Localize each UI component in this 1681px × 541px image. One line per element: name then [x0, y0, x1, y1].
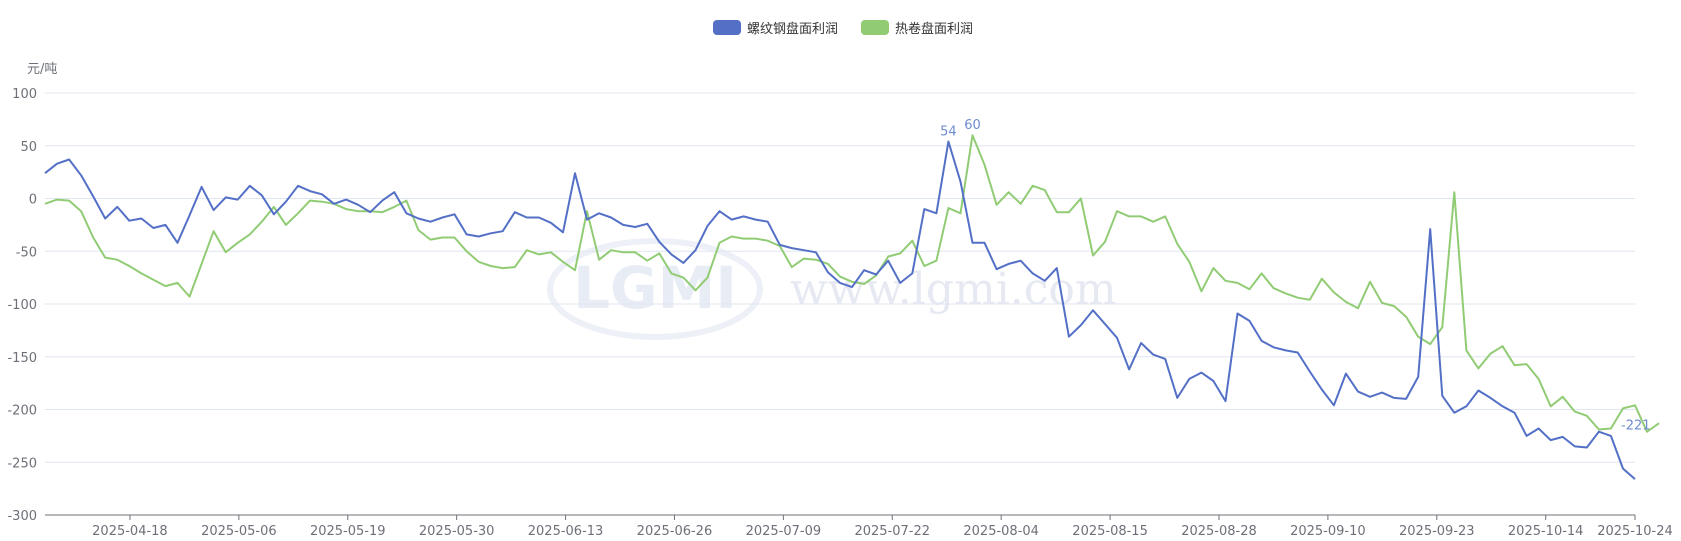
y-tick-label: -50 [16, 245, 37, 260]
legend-swatch-rebar [713, 20, 741, 35]
grid [45, 92, 1635, 516]
x-tick-label: 2025-08-04 [963, 524, 1039, 539]
x-tick-label: 2025-08-15 [1072, 524, 1148, 539]
watermark: LGMI www.lgmi.com [547, 238, 1117, 340]
y-tick-label: -200 [7, 404, 37, 419]
y-tick-label: -150 [7, 351, 37, 366]
legend-item-hrc[interactable]: 热卷盘面利润 [861, 20, 973, 37]
y-tick-label: -300 [7, 509, 37, 524]
watermark-logo-ring [547, 238, 763, 340]
x-tick-label: 2025-10-14 [1508, 524, 1584, 539]
x-tick-label: 2025-05-19 [310, 524, 386, 539]
x-tick-label: 2025-04-18 [92, 524, 168, 539]
data-label: -266 [1633, 0, 1663, 4]
series-line-hrc [44, 134, 1660, 433]
x-tick-label: 2025-08-28 [1181, 524, 1257, 539]
x-tick-label: 2025-09-10 [1290, 524, 1366, 539]
data-labels: 54 -266 60 -221 [940, 0, 1662, 434]
legend: 螺纹钢盘面利润 热卷盘面利润 [713, 20, 973, 37]
x-tick-label: 2025-06-26 [637, 524, 713, 539]
legend-label-rebar: 螺纹钢盘面利润 [747, 21, 838, 37]
y-tick-label: 100 [12, 87, 37, 102]
series-group [44, 134, 1660, 480]
data-label: 60 [964, 118, 981, 133]
series-line-rebar [44, 140, 1636, 480]
legend-item-rebar[interactable]: 螺纹钢盘面利润 [713, 20, 838, 37]
x-tick-label: 2025-05-06 [201, 524, 277, 539]
y-tick-label: -100 [7, 298, 37, 313]
y-tick-label: 0 [29, 193, 37, 208]
x-tick-label: 2025-10-24 [1597, 524, 1673, 539]
legend-swatch-hrc [861, 20, 889, 35]
y-axis-unit: 元/吨 [27, 62, 57, 77]
y-tick-label: 50 [20, 140, 37, 155]
x-tick-label: 2025-07-09 [746, 524, 822, 539]
watermark-logo: LGMI [573, 254, 737, 322]
x-tick-label: 2025-05-30 [419, 524, 495, 539]
x-tick-label: 2025-09-23 [1399, 524, 1475, 539]
y-tick-label: -250 [7, 456, 37, 471]
watermark-text: www.lgmi.com [790, 264, 1117, 315]
data-label: -221 [1621, 419, 1651, 434]
x-axis: 2025-04-18 2025-05-06 2025-05-19 2025-05-30… [92, 515, 1673, 539]
legend-label-hrc: 热卷盘面利润 [895, 21, 973, 37]
x-tick-label: 2025-06-13 [528, 524, 604, 539]
x-tick-label: 2025-07-22 [854, 524, 930, 539]
y-axis: 100 50 0 -50 -100 -150 -200 -250 -300 [7, 87, 37, 524]
data-label: 54 [940, 125, 957, 140]
